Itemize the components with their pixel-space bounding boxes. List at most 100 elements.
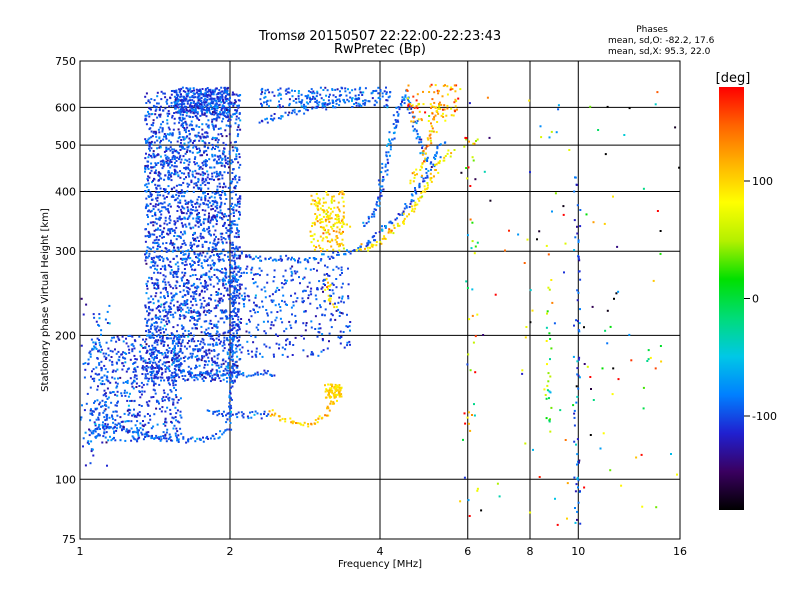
data-point [210, 178, 213, 181]
data-point [285, 92, 288, 95]
data-point [149, 325, 152, 328]
data-point [237, 94, 240, 97]
data-point [322, 279, 325, 282]
data-point [219, 185, 222, 188]
data-point [165, 421, 168, 424]
data-point [98, 403, 101, 406]
data-point [239, 287, 242, 290]
data-point [225, 94, 227, 97]
data-point [157, 350, 160, 353]
data-point [261, 120, 264, 123]
data-point [125, 428, 128, 431]
data-point [235, 266, 238, 269]
data-point [204, 183, 207, 186]
data-point [227, 93, 230, 96]
data-point [277, 258, 280, 261]
data-point [367, 100, 370, 103]
data-point [202, 341, 205, 344]
data-point [225, 231, 228, 234]
data-point [183, 138, 186, 141]
data-point [174, 432, 177, 435]
data-point [236, 248, 239, 251]
data-point [154, 382, 157, 385]
data-point [238, 292, 241, 295]
data-point [322, 89, 325, 91]
data-point [195, 116, 198, 119]
data-point [165, 301, 168, 304]
data-point [154, 356, 156, 358]
data-point [98, 412, 101, 415]
data-point [177, 399, 180, 401]
data-point [106, 387, 109, 390]
data-point [152, 351, 155, 354]
data-point [420, 165, 423, 168]
data-point [114, 348, 116, 351]
data-point [407, 98, 409, 101]
data-point [207, 302, 210, 305]
data-point [130, 439, 133, 442]
data-point [259, 255, 262, 258]
data-point [203, 299, 206, 302]
data-point [302, 322, 305, 325]
data-point [191, 264, 194, 266]
data-point [155, 163, 158, 166]
data-point [406, 215, 409, 218]
data-point [240, 252, 243, 255]
data-point [238, 104, 240, 107]
data-point [161, 265, 164, 268]
data-point [271, 118, 274, 121]
data-point [344, 101, 347, 104]
data-point [183, 317, 186, 320]
data-point [178, 304, 181, 307]
data-point [168, 399, 171, 402]
data-point [179, 290, 182, 293]
data-point [177, 366, 180, 369]
data-point [266, 121, 269, 124]
data-point [211, 338, 214, 340]
data-point [169, 306, 172, 309]
data-point [156, 95, 159, 98]
data-point [175, 89, 178, 92]
data-point [195, 217, 198, 220]
data-point [207, 89, 210, 91]
data-point [201, 111, 204, 113]
data-point [191, 327, 194, 330]
data-point [437, 107, 440, 110]
data-point [165, 310, 168, 313]
data-point [153, 165, 156, 168]
data-point [98, 362, 101, 365]
data-point [96, 388, 99, 391]
data-point [450, 152, 453, 155]
data-point [216, 243, 218, 246]
data-point [154, 113, 157, 116]
data-point [381, 178, 384, 181]
data-point [196, 151, 199, 154]
data-point [216, 241, 219, 244]
data-point [434, 158, 437, 160]
data-point [437, 112, 440, 115]
data-point [430, 180, 433, 183]
data-point [231, 180, 234, 183]
data-point [346, 344, 349, 347]
data-point [240, 351, 243, 354]
data-point [218, 99, 221, 102]
data-point [302, 424, 305, 427]
data-point [329, 318, 332, 321]
data-point [197, 340, 200, 342]
data-point [432, 130, 435, 133]
data-point [286, 258, 289, 261]
data-point [220, 201, 223, 204]
data-point [181, 308, 184, 311]
data-point [321, 208, 324, 211]
data-point [158, 235, 161, 238]
data-point [171, 148, 174, 151]
data-point [186, 306, 189, 309]
data-point [155, 238, 158, 241]
data-point [150, 156, 153, 159]
data-point [138, 411, 141, 414]
data-point [190, 204, 193, 207]
data-point [315, 298, 318, 301]
data-point [386, 158, 389, 161]
data-point [226, 111, 229, 114]
data-point [106, 397, 109, 400]
